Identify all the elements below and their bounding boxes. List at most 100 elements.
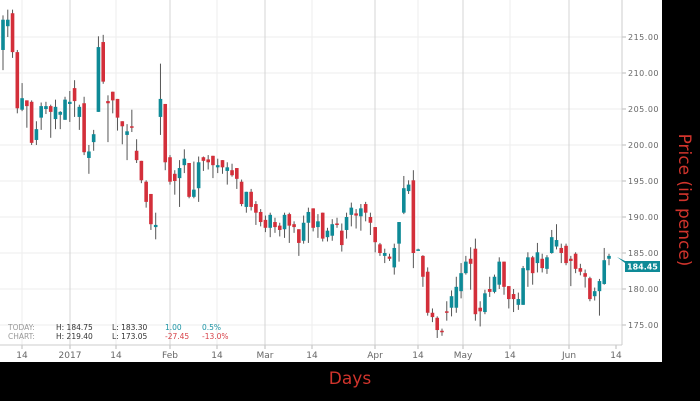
candle-down — [101, 42, 106, 82]
candle-up — [44, 106, 48, 109]
candle-up — [316, 221, 320, 228]
candle-up — [406, 184, 411, 192]
candle-down — [320, 212, 325, 239]
candle-down — [487, 289, 492, 292]
candle-down — [163, 103, 168, 163]
candle-up — [158, 98, 163, 117]
candle-down — [511, 294, 516, 300]
candle-down — [387, 256, 392, 259]
candle-up — [382, 253, 387, 256]
candle-down — [120, 121, 125, 127]
candle-down — [368, 217, 373, 223]
candle-up — [416, 249, 420, 251]
candle-up — [63, 99, 67, 120]
x-tick-label: 14 — [110, 351, 122, 361]
candle-down — [168, 157, 172, 182]
candle-up — [58, 111, 63, 115]
candle-down — [82, 103, 86, 153]
candle-up — [96, 47, 101, 112]
candle-up — [5, 19, 10, 27]
candle-down — [144, 181, 148, 202]
candle-down — [444, 311, 449, 313]
candle-down — [254, 204, 258, 213]
candle-down — [363, 204, 368, 213]
x-tick-label: 14 — [412, 351, 424, 361]
candle-down — [230, 170, 234, 176]
x-tick-label: 14 — [610, 351, 622, 361]
x-tick-label: 14 — [306, 351, 318, 361]
candle-up — [521, 268, 525, 305]
candle-up — [1, 19, 5, 50]
candle-down — [139, 160, 144, 181]
candle-up — [359, 208, 363, 217]
candle-up — [68, 101, 72, 104]
today-pct: 0.5% — [202, 323, 222, 332]
candle-up — [602, 260, 607, 284]
candle-down — [530, 257, 535, 274]
today-stats: TODAY: H: 184.75 L: 183.30 1.00 0.5% — [8, 323, 258, 332]
candle-up — [325, 230, 330, 238]
candle-up — [549, 237, 554, 253]
chart-low: L: 173.05 — [112, 332, 148, 341]
candle-down — [473, 248, 478, 315]
candle-down — [339, 230, 344, 246]
y-tick-label: 195.00 — [628, 177, 659, 186]
candle-down — [277, 225, 282, 230]
x-axis-title: Days — [328, 369, 372, 389]
candle-down — [287, 214, 292, 226]
chart-label: CHART: — [8, 332, 35, 341]
candle-down — [468, 258, 473, 264]
y-tick-label: 180.00 — [628, 285, 659, 294]
x-tick-label: Feb — [162, 351, 178, 361]
candle-down — [435, 317, 440, 331]
candle-down — [421, 255, 425, 277]
candle-down — [297, 229, 301, 243]
candle-down — [373, 227, 377, 243]
candle-up — [282, 214, 287, 230]
candle-up — [516, 299, 521, 305]
candle-down — [149, 193, 153, 225]
x-tick-label: Jun — [561, 351, 576, 361]
candle-down — [172, 173, 177, 181]
candle-down — [425, 271, 430, 313]
candle-up — [87, 151, 91, 158]
candle-down — [130, 126, 134, 128]
candle-down — [211, 155, 215, 166]
candle-up — [268, 214, 273, 228]
today-low: L: 183.30 — [112, 323, 148, 332]
chart-change: -27.45 — [165, 332, 190, 341]
candle-down — [311, 208, 315, 228]
y-tick-label: 210.00 — [628, 69, 659, 78]
candle-up — [125, 131, 129, 135]
candle-down — [502, 261, 506, 287]
candle-up — [545, 257, 549, 269]
candle-down — [411, 180, 416, 253]
candle-down — [506, 286, 511, 300]
candle-up — [349, 207, 354, 215]
candle-down — [220, 160, 225, 168]
x-tick-label: 14 — [504, 351, 516, 361]
candle-down — [15, 52, 20, 109]
x-tick-label: Apr — [367, 351, 383, 361]
candle-up — [449, 296, 454, 308]
candle-up — [592, 291, 597, 297]
candle-down — [239, 181, 244, 205]
candle-up — [597, 281, 602, 292]
x-tick-label: May — [454, 351, 473, 361]
candle-up — [306, 211, 311, 223]
candle-up — [492, 276, 497, 292]
chart-stats: CHART: H: 219.40 L: 173.05 -27.45 -13.0% — [8, 332, 258, 341]
candle-down — [263, 219, 268, 228]
y-tick-label: 190.00 — [628, 213, 659, 222]
last-price-label: 184.45 — [627, 262, 658, 271]
candle-up — [215, 165, 220, 168]
candle-up — [402, 188, 406, 213]
candle-up — [244, 191, 249, 207]
candle-down — [249, 191, 253, 207]
chart-pct: -13.0% — [202, 332, 229, 341]
candle-down — [206, 159, 210, 163]
y-tick-label: 205.00 — [628, 105, 659, 114]
candle-down — [106, 101, 110, 104]
candle-up — [34, 129, 39, 140]
candle-up — [330, 224, 335, 236]
